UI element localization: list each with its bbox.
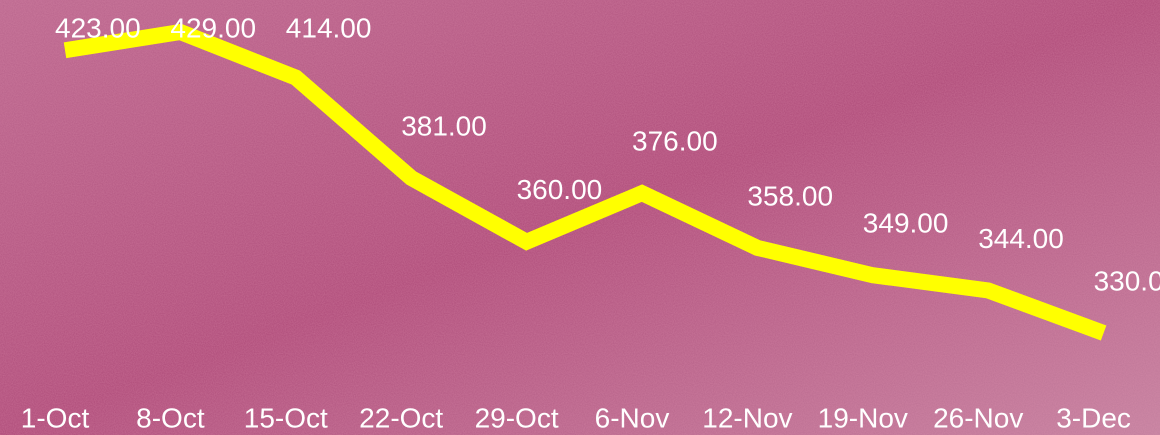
x-tick-label: 15-Oct [244, 402, 328, 433]
data-label: 429.00 [170, 12, 256, 43]
data-label: 358.00 [747, 180, 833, 211]
data-label: 360.00 [517, 174, 603, 205]
x-tick-label: 8-Oct [136, 402, 205, 433]
data-label: 330.00 [1094, 265, 1160, 296]
x-tick-label: 6-Nov [595, 402, 670, 433]
x-tick-label: 26-Nov [933, 402, 1023, 433]
data-label: 414.00 [286, 12, 372, 43]
x-tick-label: 29-Oct [475, 402, 559, 433]
x-tick-label: 1-Oct [21, 402, 90, 433]
x-tick-label: 19-Nov [818, 402, 908, 433]
x-tick-label: 22-Oct [359, 402, 443, 433]
data-label: 376.00 [632, 126, 718, 157]
data-line [63, 23, 1107, 341]
data-label: 381.00 [401, 110, 487, 141]
x-tick-label: 12-Nov [702, 402, 792, 433]
x-tick-label: 3-Dec [1056, 402, 1131, 433]
data-label: 349.00 [863, 208, 949, 239]
data-label: 344.00 [978, 223, 1064, 254]
data-label: 423.00 [55, 12, 141, 43]
